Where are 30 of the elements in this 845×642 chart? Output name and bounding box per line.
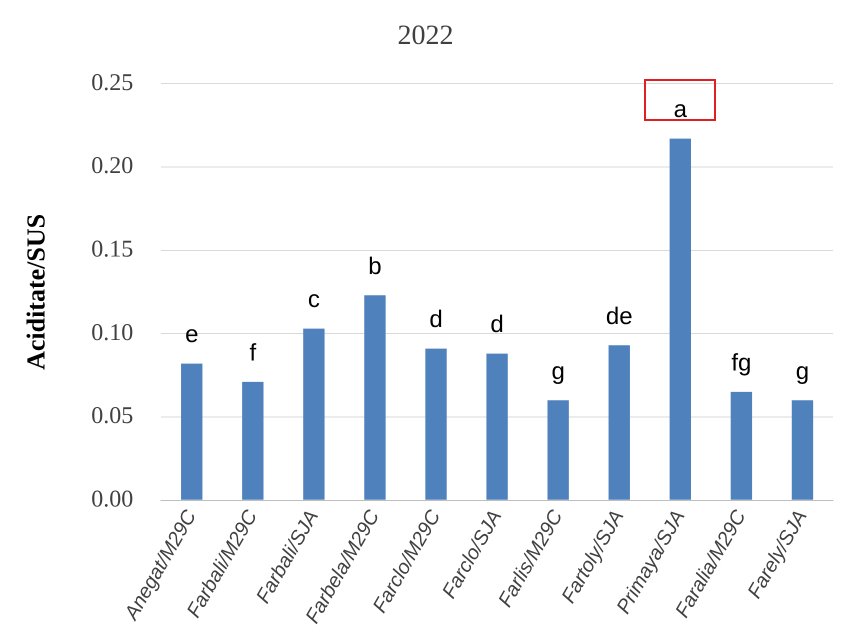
bar: [670, 138, 692, 500]
annotation: b: [368, 252, 382, 280]
y-tick-label: 0.20: [91, 153, 134, 180]
bar: [242, 382, 264, 500]
annotation: g: [796, 358, 810, 385]
annotation: d: [429, 306, 443, 334]
bar: [608, 345, 630, 500]
annotation: d: [490, 311, 504, 338]
annotation: c: [308, 286, 320, 314]
bar: [181, 364, 202, 500]
bar: [364, 295, 386, 500]
y-axis-title: Aciditate/SUS: [21, 214, 50, 370]
bar: [303, 328, 325, 500]
annotation: de: [606, 302, 633, 330]
y-tick-label: 0.10: [91, 320, 134, 346]
bar: [730, 392, 752, 500]
y-tick-label: 0.25: [91, 70, 134, 96]
bar: [792, 400, 814, 500]
bar: [486, 354, 508, 500]
annotation: fg: [731, 350, 752, 377]
annotation: a: [674, 96, 688, 124]
bar: [425, 348, 447, 500]
y-tick-label: 0.15: [91, 236, 134, 263]
bar: [547, 400, 569, 500]
annotation: e: [185, 321, 198, 348]
y-tick-label: 0.00: [91, 486, 134, 513]
annotation: g: [551, 358, 565, 385]
y-tick-label: 0.05: [91, 403, 134, 430]
annotation: f: [249, 340, 256, 367]
chart-title: 2022: [398, 20, 454, 52]
